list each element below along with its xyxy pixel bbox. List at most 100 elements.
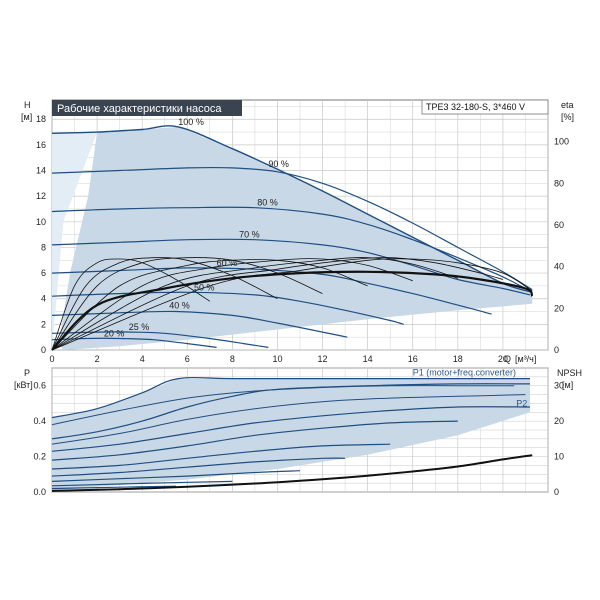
efficiency-curve bbox=[51, 259, 368, 351]
flow-axis-name: Q bbox=[504, 354, 511, 364]
p1-power-curve bbox=[51, 420, 458, 461]
efficiency-curve bbox=[51, 257, 278, 351]
speed-label: 50 % bbox=[194, 282, 215, 292]
flow-tick-label: 6 bbox=[185, 354, 190, 364]
title-box bbox=[52, 100, 242, 116]
efficiency-curves bbox=[51, 257, 534, 351]
power-tick-label: 0.0 bbox=[33, 487, 46, 497]
p1-power-curve bbox=[51, 443, 391, 470]
npsh-tick-label: 30 bbox=[554, 381, 564, 391]
speed-label: 60 % bbox=[217, 258, 238, 268]
p1-power-curve bbox=[51, 376, 530, 419]
head-tick-label: 18 bbox=[36, 114, 46, 124]
speed-label: 20 % bbox=[104, 329, 125, 339]
head-curve bbox=[51, 331, 269, 348]
power-curves bbox=[51, 376, 531, 490]
head-tick-label: 12 bbox=[36, 191, 46, 201]
flow-tick-label: 20 bbox=[498, 354, 508, 364]
model-label: TPE3 32-180-S, 3*460 V bbox=[426, 102, 525, 112]
power-region-main bbox=[52, 378, 530, 491]
npsh-curve-group bbox=[51, 454, 533, 492]
speed-label: 90 % bbox=[268, 159, 289, 169]
head-axis-unit: [м] bbox=[21, 112, 32, 122]
p1-power-curve bbox=[51, 406, 531, 452]
flow-tick-label: 16 bbox=[408, 354, 418, 364]
p1-power-curve bbox=[51, 457, 346, 477]
head-tick-label: 16 bbox=[36, 140, 46, 150]
power-ticks: 0.0 0.2 0.4 0.6 0 10 20 30 bbox=[33, 381, 564, 497]
head-curve bbox=[51, 337, 217, 348]
efficiency-curve bbox=[51, 257, 504, 351]
npsh-curve bbox=[51, 454, 533, 492]
head-tick-label: 0 bbox=[41, 345, 46, 355]
speed-label: 80 % bbox=[257, 198, 278, 208]
flow-axis-unit: [м³/ч] bbox=[515, 354, 536, 364]
flow-tick-label: 10 bbox=[272, 354, 282, 364]
speed-label: 70 % bbox=[239, 230, 260, 240]
head-ticks: 0 2 4 6 8 10 12 14 16 18 20 0 2 4 6 8 10 12 14 16 18 0 20 40 60 8… bbox=[36, 114, 569, 364]
head-region-light bbox=[52, 132, 98, 350]
head-curve bbox=[51, 267, 492, 315]
efficiency-curve bbox=[51, 258, 413, 351]
head-tick-label: 10 bbox=[36, 217, 46, 227]
p1-power-curve bbox=[51, 470, 301, 482]
head-tick-label: 2 bbox=[41, 319, 46, 329]
flow-tick-label: 4 bbox=[140, 354, 145, 364]
power-tick-label: 0.4 bbox=[33, 416, 46, 426]
p1-power-curve bbox=[51, 383, 531, 440]
npsh-axis-name: NPSH bbox=[557, 368, 582, 378]
head-curve bbox=[51, 166, 533, 291]
flow-tick-label: 12 bbox=[317, 354, 327, 364]
p1-power-curve bbox=[51, 480, 233, 487]
npsh-tick-label: 0 bbox=[554, 487, 559, 497]
p1-annotation: P1 (motor+freq.converter) bbox=[413, 367, 516, 377]
power-axis-name: P bbox=[24, 368, 30, 378]
flow-tick-label: 2 bbox=[95, 354, 100, 364]
head-axis-name: H bbox=[24, 100, 31, 110]
eta-tick-label: 40 bbox=[554, 262, 564, 272]
head-tick-label: 8 bbox=[41, 242, 46, 252]
head-curves bbox=[51, 125, 533, 348]
head-tick-label: 6 bbox=[41, 268, 46, 278]
eta-tick-label: 20 bbox=[554, 303, 564, 313]
eta-tick-label: 60 bbox=[554, 220, 564, 230]
flow-tick-label: 18 bbox=[453, 354, 463, 364]
flow-tick-label: 0 bbox=[49, 354, 54, 364]
power-tick-label: 0.2 bbox=[33, 452, 46, 462]
head-tick-label: 4 bbox=[41, 294, 46, 304]
power-axis-unit: [кВт] bbox=[14, 380, 33, 390]
efficiency-curve bbox=[51, 257, 458, 351]
efficiency-curve bbox=[51, 258, 533, 351]
model-box bbox=[421, 99, 549, 115]
head-curve bbox=[51, 206, 531, 292]
head-curve bbox=[51, 238, 531, 296]
flow-tick-label: 14 bbox=[363, 354, 373, 364]
head-curve bbox=[51, 310, 348, 338]
eta-tick-label: 100 bbox=[554, 137, 569, 147]
efficiency-curve bbox=[51, 270, 534, 351]
eta-tick-label: 0 bbox=[554, 345, 559, 355]
head-curve bbox=[51, 291, 404, 325]
eta-axis-unit: [%] bbox=[561, 112, 574, 122]
flow-tick-label: 8 bbox=[230, 354, 235, 364]
head-panel: 0 2 4 6 8 10 12 14 16 18 20 0 2 4 6 8 10 12 14 16 18 0 20 40 60 8… bbox=[21, 99, 574, 364]
eta-axis-name: eta bbox=[561, 100, 574, 110]
p2-power-curve bbox=[51, 385, 515, 426]
speed-label: 100 % bbox=[178, 117, 204, 127]
power-operating-region bbox=[52, 378, 530, 491]
npsh-tick-label: 20 bbox=[554, 416, 564, 426]
p1-power-curve bbox=[51, 485, 177, 490]
efficiency-curve bbox=[51, 258, 211, 351]
head-curve bbox=[51, 125, 533, 293]
power-tick-label: 0.6 bbox=[33, 381, 46, 391]
speed-label: 25 % bbox=[129, 322, 150, 332]
chart-title: Рабочие характеристики насоса bbox=[57, 103, 222, 115]
eta-tick-label: 80 bbox=[554, 178, 564, 188]
speed-labels: 100 % 90 % 80 % 70 % 60 % 50 % 40 % 25 % 20 % bbox=[104, 117, 289, 339]
npsh-axis-unit: [м] bbox=[562, 380, 573, 390]
npsh-tick-label: 10 bbox=[554, 452, 564, 462]
p2-power-curve bbox=[51, 394, 526, 445]
p2-annotation: P2 bbox=[516, 398, 527, 408]
head-tick-label: 14 bbox=[36, 166, 46, 176]
